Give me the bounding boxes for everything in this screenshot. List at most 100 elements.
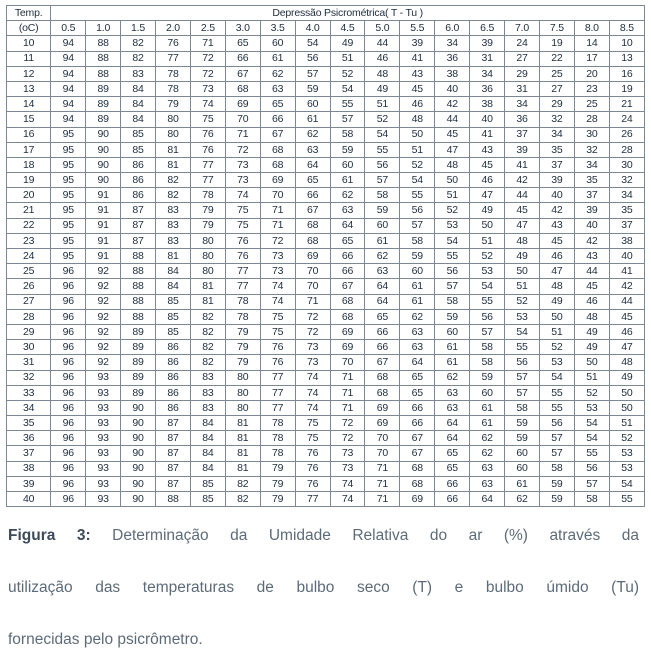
table-row: 29 96 92 89 85 82 79 75 72 69 66 63 60 57 54 51 49 46	[5, 323, 646, 341]
humidity-cell: 64	[469, 490, 506, 508]
humidity-cell: 58	[434, 293, 471, 310]
humidity-cell: 61	[434, 354, 471, 371]
humidity-cell: 46	[399, 96, 436, 113]
humidity-cell: 46	[573, 293, 610, 310]
humidity-cell: 58	[573, 490, 610, 508]
humidity-cell: 77	[294, 490, 331, 508]
table-row: 26 96 92 88 84 81 77 74 70 67 64 61 57 54 51 48 45 42	[5, 278, 646, 295]
table-row: 17 95 90 85 81 76 72 68 63 59 55 51 47 43 39 35 32 28	[5, 141, 646, 158]
humidity-cell: 14	[573, 35, 610, 52]
humidity-cell: 74	[189, 96, 226, 113]
humidity-cell: 55	[364, 141, 401, 158]
humidity-cell: 37	[608, 217, 646, 234]
humidity-cell: 70	[224, 111, 261, 128]
humidity-cell: 79	[155, 96, 191, 113]
humidity-cell: 75	[224, 217, 261, 234]
humidity-cell: 53	[434, 217, 471, 234]
humidity-cell: 58	[469, 339, 506, 356]
humidity-cell: 66	[329, 263, 366, 280]
humidity-cell: 61	[434, 339, 471, 356]
humidity-cell: 30	[608, 156, 646, 174]
humidity-cell: 42	[608, 278, 646, 295]
humidity-cell: 90	[85, 156, 122, 174]
humidity-cell: 60	[469, 384, 506, 401]
humidity-cell: 65	[329, 232, 366, 250]
table-row: 13 94 89 84 78 73 68 63 59 54 49 45 40 36 31 27 23 19	[5, 80, 646, 98]
humidity-cell: 77	[259, 369, 296, 386]
humidity-cell: 76	[259, 354, 296, 371]
humidity-cell: 24	[608, 111, 646, 128]
table-row: 34 96 93 90 86 83 80 77 74 71 69 66 63 61 58 55 53 50	[5, 399, 646, 417]
humidity-cell: 42	[504, 172, 540, 189]
temperature-cell: 14	[5, 96, 52, 113]
temperature-cell: 13	[5, 80, 52, 98]
humidity-cell: 90	[120, 460, 156, 477]
temperature-cell: 17	[5, 141, 52, 158]
humidity-cell: 70	[329, 354, 366, 371]
humidity-cell: 58	[364, 187, 401, 204]
humidity-cell: 78	[189, 187, 226, 204]
humidity-cell: 72	[189, 50, 226, 67]
humidity-cell: 81	[224, 445, 261, 462]
humidity-cell: 47	[469, 187, 506, 204]
humidity-cell: 96	[50, 354, 87, 371]
humidity-cell: 94	[50, 35, 87, 52]
humidity-cell: 46	[608, 323, 646, 341]
humidity-cell: 57	[538, 430, 575, 447]
humidity-cell: 93	[85, 460, 122, 477]
humidity-cell: 92	[85, 354, 122, 371]
humidity-cell: 58	[329, 126, 366, 143]
humidity-cell: 76	[224, 247, 261, 265]
humidity-cell: 46	[364, 50, 401, 67]
humidity-cell: 62	[364, 247, 401, 265]
humidity-cell: 53	[538, 354, 575, 371]
humidity-cell: 59	[294, 80, 331, 98]
humidity-cell: 81	[224, 430, 261, 447]
humidity-cell: 44	[504, 187, 540, 204]
humidity-cell: 85	[189, 490, 226, 508]
humidity-cell: 82	[189, 354, 226, 371]
humidity-cell: 10	[608, 35, 646, 52]
humidity-cell: 82	[155, 187, 191, 204]
humidity-cell: 67	[364, 354, 401, 371]
humidity-cell: 66	[364, 323, 401, 341]
humidity-cell: 78	[259, 415, 296, 432]
humidity-cell: 59	[469, 369, 506, 386]
humidity-cell: 53	[608, 460, 646, 477]
humidity-cell: 47	[504, 217, 540, 234]
humidity-cell: 96	[50, 460, 87, 477]
table-row: 19 95 90 86 82 77 73 69 65 61 57 54 50 46 42 39 35 32	[5, 172, 646, 189]
table-row: 38 96 93 90 87 84 81 79 76 73 71 68 65 63 60 58 56 53	[5, 460, 646, 477]
humidity-cell: 64	[434, 430, 471, 447]
humidity-cell: 94	[50, 96, 87, 113]
humidity-cell: 81	[155, 247, 191, 265]
humidity-cell: 88	[85, 65, 122, 82]
humidity-cell: 85	[120, 126, 156, 143]
humidity-cell: 96	[50, 369, 87, 386]
table-row: 28 96 92 88 85 82 78 75 72 68 65 62 59 56 53 50 48 45	[5, 308, 646, 325]
humidity-cell: 94	[50, 65, 87, 82]
humidity-cell: 59	[329, 141, 366, 158]
humidity-cell: 96	[50, 415, 87, 432]
humidity-cell: 66	[434, 475, 471, 493]
humidity-cell: 94	[50, 50, 87, 67]
humidity-cell: 63	[434, 399, 471, 417]
humidity-cell: 94	[50, 80, 87, 98]
humidity-cell: 58	[469, 354, 506, 371]
humidity-cell: 96	[50, 263, 87, 280]
humidity-cell: 93	[85, 399, 122, 417]
humidity-cell: 61	[469, 399, 506, 417]
column-header-3.5: 3.5	[259, 20, 296, 37]
humidity-cell: 60	[294, 96, 331, 113]
table-row: 24 95 91 88 81 80 76 73 69 66 62 59 55 52 49 46 43 40	[5, 247, 646, 265]
humidity-cell: 88	[120, 308, 156, 325]
table-row: 12 94 88 83 78 72 67 62 57 52 48 43 38 34 29 25 20 16	[5, 65, 646, 82]
caption-text-1: Determinação da Umidade Relativa do ar (…	[112, 527, 639, 545]
humidity-cell: 55	[504, 339, 540, 356]
humidity-cell: 90	[120, 430, 156, 447]
humidity-cell: 75	[259, 323, 296, 341]
humidity-cell: 73	[294, 354, 331, 371]
table-row: 21 95 91 87 83 79 75 71 67 63 59 56 52 49 45 42 39 35	[5, 202, 646, 219]
temperature-cell: 10	[5, 35, 52, 52]
humidity-cell: 62	[259, 65, 296, 82]
